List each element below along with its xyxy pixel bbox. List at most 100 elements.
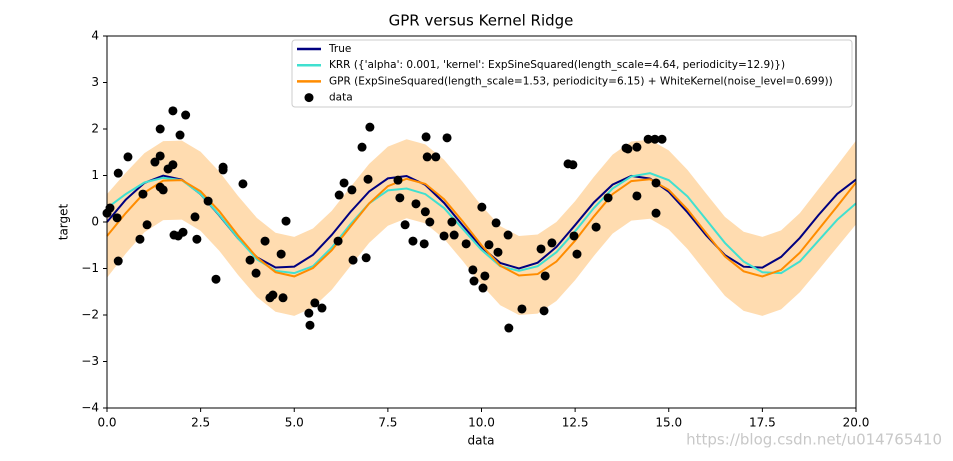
y-tick-label: 4 bbox=[91, 29, 99, 43]
x-tick-label: 17.5 bbox=[749, 416, 776, 430]
legend-label: True bbox=[328, 43, 351, 55]
data-point bbox=[278, 293, 288, 303]
line-series bbox=[106, 177, 857, 278]
x-tick-label: 20.0 bbox=[843, 416, 870, 430]
data-point bbox=[632, 191, 642, 201]
data-point bbox=[363, 174, 373, 184]
y-tick-label: 0 bbox=[91, 215, 99, 229]
data-point bbox=[651, 178, 661, 188]
y-tick-label: −4 bbox=[81, 401, 99, 415]
data-point bbox=[304, 308, 314, 318]
x-tick-label: 5.0 bbox=[285, 416, 304, 430]
data-point bbox=[650, 134, 660, 144]
data-point bbox=[591, 222, 601, 232]
data-point bbox=[218, 165, 228, 175]
data-point bbox=[276, 249, 286, 259]
legend: True KRR ({'alpha': 0.001, 'kernel': ExpS… bbox=[291, 39, 853, 108]
data-point bbox=[333, 236, 343, 246]
data-point bbox=[419, 239, 429, 249]
data-point bbox=[105, 203, 115, 213]
data-point bbox=[310, 298, 320, 308]
data-point bbox=[113, 256, 123, 266]
y-tick-label: −3 bbox=[81, 354, 99, 368]
data-point bbox=[168, 160, 178, 170]
data-point bbox=[422, 152, 432, 162]
y-tick-label: 1 bbox=[91, 168, 99, 182]
data-point bbox=[260, 236, 270, 246]
data-point bbox=[568, 160, 578, 170]
data-point bbox=[425, 217, 435, 227]
data-point bbox=[339, 178, 349, 188]
data-point bbox=[569, 231, 579, 241]
y-tick-label: −2 bbox=[81, 308, 99, 322]
data-point bbox=[643, 134, 653, 144]
data-point bbox=[539, 306, 549, 316]
data-point bbox=[468, 265, 478, 275]
confidence-band bbox=[107, 139, 856, 316]
y-tick-label: 2 bbox=[91, 122, 99, 136]
data-point bbox=[238, 179, 248, 189]
data-point bbox=[281, 216, 291, 226]
data-point bbox=[478, 283, 488, 293]
data-point bbox=[361, 253, 371, 263]
data-point bbox=[393, 175, 403, 185]
watermark: https://blog.csdn.net/u014765410 bbox=[686, 431, 942, 449]
data-point bbox=[245, 255, 255, 265]
data-point bbox=[365, 122, 375, 132]
data-point bbox=[504, 323, 514, 333]
x-tick-label: 10.0 bbox=[468, 416, 495, 430]
legend-box bbox=[291, 39, 853, 108]
x-axis-label: data bbox=[467, 434, 494, 448]
data-point bbox=[447, 217, 457, 227]
data-point bbox=[203, 196, 213, 206]
data-point bbox=[484, 240, 494, 250]
data-point bbox=[651, 208, 661, 218]
data-point bbox=[491, 218, 501, 228]
legend-label: KRR ({'alpha': 0.001, 'kernel': ExpSineS… bbox=[329, 59, 785, 71]
data-point bbox=[623, 144, 633, 154]
data-point bbox=[357, 142, 367, 152]
data-point bbox=[155, 151, 165, 161]
data-point bbox=[347, 185, 357, 195]
data-point bbox=[442, 133, 452, 143]
data-point bbox=[503, 230, 513, 240]
data-point bbox=[400, 220, 410, 230]
data-point bbox=[138, 189, 148, 199]
data-point bbox=[168, 106, 178, 116]
data-point bbox=[493, 247, 503, 257]
data-point bbox=[155, 124, 165, 134]
y-tick-label: 3 bbox=[91, 75, 99, 89]
data-point bbox=[305, 320, 315, 330]
data-point bbox=[517, 304, 527, 314]
data-point bbox=[178, 227, 188, 237]
data-point bbox=[348, 255, 358, 265]
data-point bbox=[657, 134, 667, 144]
legend-marker bbox=[304, 93, 314, 103]
data-point bbox=[461, 239, 471, 249]
data-point bbox=[477, 202, 487, 212]
data-point bbox=[540, 271, 550, 281]
data-point bbox=[395, 193, 405, 203]
data-point bbox=[158, 185, 168, 195]
data-point bbox=[112, 213, 122, 223]
data-point bbox=[192, 234, 202, 244]
data-point bbox=[317, 303, 327, 313]
legend-label: data bbox=[329, 92, 353, 104]
data-point bbox=[572, 249, 582, 259]
data-point bbox=[268, 290, 278, 300]
line-series bbox=[106, 172, 857, 275]
data-point bbox=[334, 190, 344, 200]
data-point bbox=[421, 132, 431, 142]
data-point bbox=[603, 193, 613, 203]
x-tick-label: 15.0 bbox=[655, 416, 682, 430]
data-point bbox=[135, 234, 145, 244]
data-point bbox=[469, 276, 479, 286]
data-point bbox=[449, 230, 459, 240]
data-point bbox=[113, 168, 123, 178]
data-point bbox=[251, 268, 261, 278]
x-tick-label: 0.0 bbox=[97, 416, 116, 430]
data-point bbox=[211, 274, 221, 284]
data-point bbox=[123, 152, 133, 162]
data-point bbox=[190, 212, 200, 222]
data-point bbox=[431, 152, 441, 162]
